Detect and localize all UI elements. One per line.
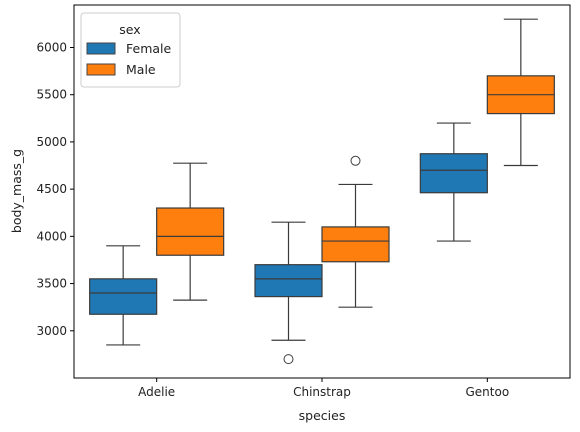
iqr-box — [89, 278, 158, 315]
legend-swatch-female — [86, 42, 116, 55]
x-tick-label: Adelie — [138, 385, 175, 399]
box-male-gentoo — [486, 18, 555, 167]
box-male-chinstrap — [321, 155, 390, 308]
iqr-box — [156, 207, 225, 256]
iqr-box — [419, 153, 488, 194]
y-axis: 3000 3500 4000 4500 5000 5500 6000 — [36, 40, 74, 338]
iqr-box — [321, 226, 390, 263]
legend: sex Female Male — [80, 12, 181, 88]
box-female-adelie — [89, 245, 158, 346]
legend-label-male: Male — [126, 62, 156, 77]
legend-title: sex — [119, 22, 140, 37]
y-tick-label: 6000 — [36, 40, 67, 54]
y-tick-label: 5000 — [36, 135, 67, 149]
plot-marks — [89, 18, 555, 365]
legend-label-female: Female — [126, 41, 172, 56]
box-female-gentoo — [419, 122, 488, 242]
y-axis-label: body_mass_g — [9, 149, 24, 233]
x-axis: Adelie Chinstrap Gentoo — [138, 378, 509, 399]
x-axis-label: species — [299, 408, 346, 423]
iqr-box — [254, 264, 323, 298]
y-tick-label: 3000 — [36, 324, 67, 338]
legend-swatch-male — [86, 63, 116, 76]
x-tick-label: Chinstrap — [293, 385, 351, 399]
outlier-point — [350, 155, 361, 166]
y-tick-label: 4000 — [36, 229, 67, 243]
y-tick-label: 3500 — [36, 277, 67, 291]
y-tick-label: 4500 — [36, 182, 67, 196]
outlier-point — [283, 354, 294, 365]
x-tick-label: Gentoo — [465, 385, 509, 399]
box-male-adelie — [156, 162, 225, 301]
y-tick-label: 5500 — [36, 88, 67, 102]
box-female-chinstrap — [254, 221, 323, 365]
